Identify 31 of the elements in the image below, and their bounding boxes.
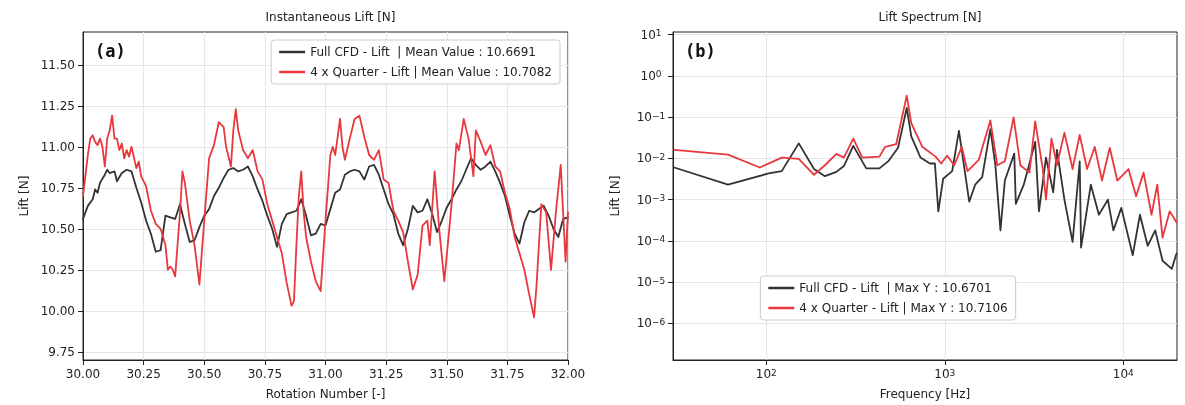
- x-axis-title: Frequency [Hz]: [879, 387, 971, 401]
- x-axis-title: Rotation Number [-]: [265, 387, 386, 401]
- x-tick-label: 32.00: [550, 367, 586, 381]
- chart-title: Instantaneous Lift [N]: [265, 10, 396, 24]
- x-tick-label: 30.25: [126, 367, 161, 381]
- y-tick-label: 10.00: [40, 303, 75, 318]
- legend-label: 4 x Quarter - Lift | Mean Value : 10.7082: [310, 65, 553, 79]
- annotation: (a): [95, 40, 126, 61]
- y-tick-label: 9.75: [48, 344, 75, 359]
- legend-label: Full CFD - Lift | Mean Value : 10.6691: [310, 45, 536, 59]
- line-series: [82, 108, 569, 319]
- legend-label: Full CFD - Lift | Max Y : 10.6701: [799, 281, 992, 295]
- y-tick-label: 10.25: [40, 262, 75, 277]
- x-tick-label: 30.50: [187, 367, 222, 381]
- y-axis-title: Lift [N]: [608, 175, 622, 217]
- x-tick-label: 31.50: [429, 367, 464, 381]
- y-tick-label: 11.50: [40, 57, 75, 72]
- x-tick-label: 30.00: [65, 367, 101, 381]
- y-tick-label: 11.00: [40, 139, 75, 154]
- y-axis-title: Lift [N]: [16, 175, 31, 217]
- line-series: [82, 157, 569, 253]
- legend-label: 4 x Quarter - Lift | Max Y : 10.7106: [799, 301, 1008, 315]
- x-tick-label: 31.00: [308, 367, 343, 381]
- x-tick-label: 31.25: [368, 367, 404, 381]
- annotation: (b): [685, 40, 716, 61]
- x-tick-label: 30.75: [247, 367, 283, 381]
- y-tick-label: 11.25: [40, 98, 75, 113]
- y-tick-label: 10.75: [40, 180, 75, 195]
- y-tick-label: 10.50: [40, 221, 75, 236]
- x-tick-label: 31.75: [490, 367, 525, 381]
- chart-title: Lift Spectrum [N]: [878, 10, 982, 24]
